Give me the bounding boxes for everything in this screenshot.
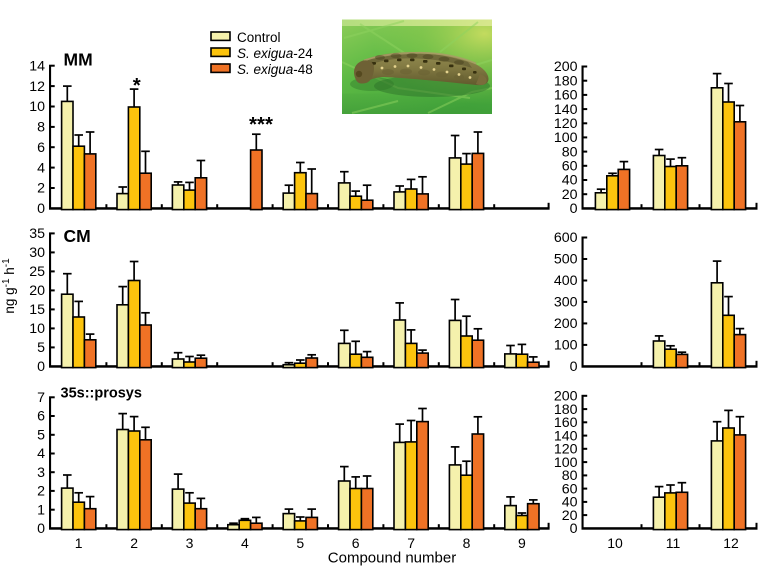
svg-text:140: 140: [554, 428, 578, 444]
svg-text:200: 200: [554, 389, 578, 405]
svg-text:40: 40: [562, 495, 578, 511]
svg-text:2: 2: [37, 484, 45, 500]
svg-text:14: 14: [29, 58, 45, 74]
svg-text:160: 160: [554, 88, 578, 104]
svg-text:4: 4: [241, 535, 249, 551]
svg-text:CM: CM: [64, 226, 91, 246]
svg-text:180: 180: [554, 73, 578, 89]
svg-text:Control: Control: [237, 30, 281, 45]
svg-text:3: 3: [186, 535, 194, 551]
svg-text:9: 9: [518, 535, 526, 551]
svg-text:12: 12: [29, 79, 45, 95]
svg-text:40: 40: [562, 173, 578, 189]
svg-text:1: 1: [37, 502, 45, 518]
svg-text:6: 6: [37, 140, 45, 156]
svg-text:10: 10: [29, 321, 45, 337]
svg-text:100: 100: [554, 455, 578, 471]
svg-text:160: 160: [554, 415, 578, 431]
svg-text:4: 4: [37, 446, 45, 462]
svg-text:12: 12: [723, 535, 739, 551]
svg-text:0: 0: [37, 201, 45, 217]
svg-text:15: 15: [29, 302, 45, 318]
svg-text:400: 400: [554, 273, 578, 289]
svg-text:8: 8: [463, 535, 471, 551]
svg-text:35: 35: [29, 226, 45, 242]
svg-text:80: 80: [562, 144, 578, 160]
svg-text:60: 60: [562, 481, 578, 497]
svg-text:Compound number: Compound number: [328, 550, 456, 566]
svg-text:1: 1: [75, 535, 83, 551]
svg-text:5: 5: [37, 340, 45, 356]
svg-text:S. exigua-48: S. exigua-48: [237, 62, 313, 77]
svg-text:*: *: [133, 74, 141, 97]
svg-text:6: 6: [37, 409, 45, 425]
svg-text:4: 4: [37, 160, 45, 176]
svg-text:5: 5: [296, 535, 304, 551]
svg-text:7: 7: [37, 390, 45, 406]
svg-text:MM: MM: [64, 50, 93, 70]
svg-text:200: 200: [554, 59, 578, 75]
svg-text:100: 100: [554, 130, 578, 146]
svg-text:120: 120: [554, 442, 578, 458]
svg-text:500: 500: [554, 252, 578, 268]
svg-text:20: 20: [562, 187, 578, 203]
svg-text:10: 10: [607, 535, 623, 551]
svg-text:8: 8: [37, 120, 45, 136]
svg-text:600: 600: [554, 230, 578, 246]
svg-text:0: 0: [37, 359, 45, 375]
svg-text:10: 10: [29, 99, 45, 115]
svg-text:S. exigua-24: S. exigua-24: [237, 46, 313, 61]
svg-text:3: 3: [37, 465, 45, 481]
svg-text:180: 180: [554, 402, 578, 418]
svg-text:0: 0: [570, 201, 578, 217]
svg-text:***: ***: [249, 113, 273, 136]
svg-text:25: 25: [29, 264, 45, 280]
svg-text:20: 20: [29, 283, 45, 299]
svg-text:0: 0: [37, 521, 45, 537]
svg-text:30: 30: [29, 245, 45, 261]
svg-text:6: 6: [352, 535, 360, 551]
svg-text:ng g-1 h-1: ng g-1 h-1: [1, 258, 17, 314]
svg-text:35s::prosys: 35s::prosys: [61, 386, 142, 402]
svg-text:11: 11: [666, 535, 681, 551]
svg-text:100: 100: [554, 338, 578, 354]
svg-text:5: 5: [37, 428, 45, 444]
svg-text:0: 0: [570, 359, 578, 375]
svg-text:200: 200: [554, 316, 578, 332]
svg-text:20: 20: [562, 508, 578, 524]
svg-text:7: 7: [407, 535, 415, 551]
svg-text:80: 80: [562, 468, 578, 484]
svg-text:2: 2: [37, 181, 45, 197]
svg-text:120: 120: [554, 116, 578, 132]
svg-text:2: 2: [130, 535, 138, 551]
svg-text:60: 60: [562, 159, 578, 175]
svg-text:140: 140: [554, 102, 578, 118]
svg-text:300: 300: [554, 295, 578, 311]
svg-text:0: 0: [570, 521, 578, 537]
